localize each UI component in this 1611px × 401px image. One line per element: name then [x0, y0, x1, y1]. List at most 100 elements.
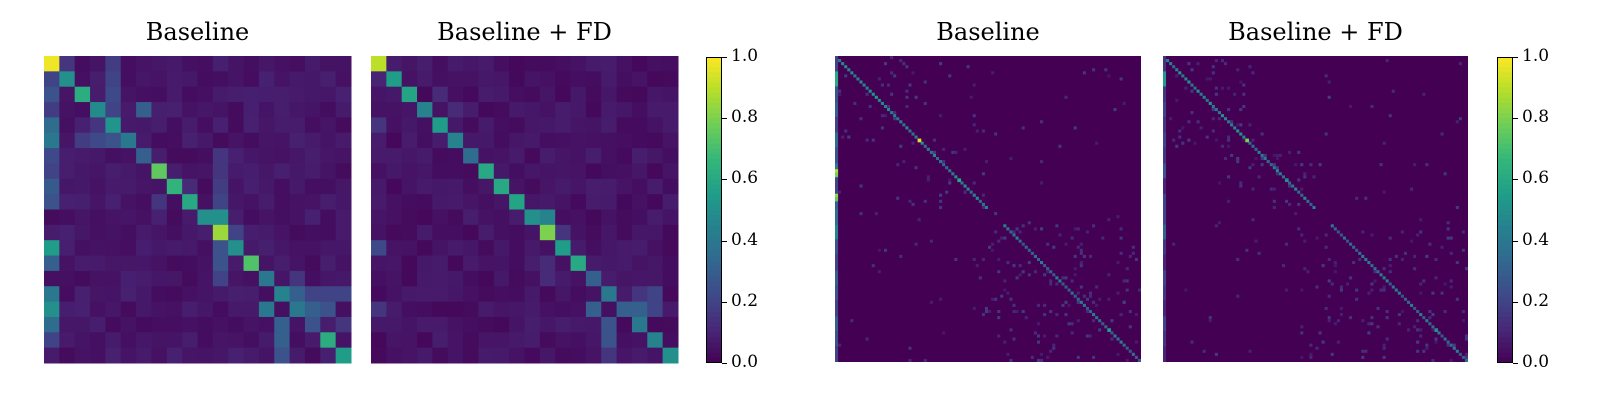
heatmap-cell: [166, 178, 183, 195]
heatmap-cell: [631, 332, 648, 349]
colorbar-segment: [706, 271, 722, 277]
heatmap-cell: [432, 178, 449, 195]
heatmap-cell: [136, 240, 152, 257]
heatmap-cell: [320, 163, 337, 180]
heatmap-cell: [1388, 236, 1392, 240]
heatmap-cell: [478, 163, 495, 180]
heatmap-cell: [1388, 264, 1392, 268]
heatmap-cell: [1288, 184, 1292, 188]
colorbar-segment: [1497, 255, 1513, 262]
heatmap-diagonal-cell: [1052, 273, 1056, 277]
colorbar-segment: [706, 291, 722, 298]
heatmap-cell: [386, 148, 403, 164]
heatmap-cell: [136, 178, 152, 195]
heatmap-cell: [1033, 331, 1037, 335]
heatmap-diagonal-cell: [911, 132, 915, 136]
heatmap-first-column-cell: [835, 101, 839, 118]
heatmap-cell: [1239, 184, 1243, 188]
heatmap-cell: [601, 163, 618, 180]
heatmap-cell: [1300, 233, 1304, 237]
heatmap-cell: [447, 270, 464, 287]
heatmap-cell: [1349, 316, 1353, 320]
heatmap-first-column-cell: [1163, 316, 1167, 332]
colorbar-segment: [706, 189, 722, 196]
heatmap-cell: [908, 83, 912, 87]
heatmap-cell: [997, 316, 1001, 320]
colorbar-segment: [1497, 67, 1513, 73]
heatmap-cell: [289, 347, 306, 364]
heatmap-cell: [1379, 288, 1383, 292]
heatmap-diagonal-cell: [1187, 80, 1191, 84]
heatmap-cell: [601, 347, 618, 364]
heatmap-diagonal-cell: [1416, 309, 1420, 314]
heatmap-cell: [1272, 187, 1276, 191]
heatmap-cell: [386, 102, 403, 118]
heatmap-cell: [1355, 297, 1359, 301]
heatmap-cell: [304, 132, 321, 149]
heatmap-cell: [585, 117, 602, 134]
heatmap-cell: [120, 148, 137, 164]
heatmap-cell: [243, 332, 260, 349]
heatmap-cell: [320, 240, 337, 257]
heatmap-cell: [662, 332, 679, 349]
heatmap-cell: [463, 178, 479, 195]
heatmap-cell: [478, 316, 495, 333]
heatmap-cell: [386, 224, 403, 241]
heatmap-cell: [243, 163, 260, 180]
heatmap-cell: [401, 102, 418, 118]
heatmap-cell: [662, 194, 679, 210]
heatmap-cell: [243, 270, 260, 287]
heatmap-cell: [401, 316, 418, 333]
heatmap-cell: [1070, 279, 1074, 283]
heatmap-cell: [1119, 236, 1123, 240]
heatmap-cell: [601, 286, 618, 303]
heatmap-cell: [463, 240, 479, 257]
heatmap-cell: [228, 316, 245, 333]
heatmap-cell: [1006, 261, 1010, 265]
heatmap-cell: [1227, 144, 1231, 148]
heatmap-cell: [447, 117, 464, 134]
heatmap-cell: [1190, 68, 1194, 72]
heatmap-cell: [432, 194, 449, 210]
colorbar-outline: [1497, 57, 1513, 363]
heatmap-cell: [647, 163, 664, 180]
heatmap-cell: [896, 196, 900, 200]
heatmap-cell: [1119, 313, 1123, 317]
heatmap-cell: [493, 163, 510, 180]
heatmap-cell: [1285, 242, 1289, 246]
heatmap-cell: [212, 71, 229, 88]
heatmap-cell: [432, 255, 449, 272]
heatmap-cell: [304, 178, 321, 195]
heatmap-cell: [954, 150, 958, 154]
heatmap-cell: [432, 209, 449, 226]
heatmap-cell: [1288, 202, 1292, 206]
heatmap-cell: [447, 240, 464, 257]
heatmap-diagonal-cell: [862, 83, 866, 87]
heatmap-cell: [289, 255, 306, 272]
colorbar-segment: [1497, 204, 1513, 211]
heatmap-cell: [432, 102, 449, 118]
heatmap-cell: [212, 255, 229, 272]
heatmap-cell: [1440, 132, 1444, 136]
heatmap-cell: [463, 286, 479, 303]
heatmap-diagonal-cell: [1288, 181, 1292, 185]
heatmap-cell: [1449, 358, 1453, 362]
heatmap-cell: [105, 86, 122, 103]
heatmap-cell: [662, 132, 679, 149]
heatmap-cell: [1355, 288, 1359, 292]
heatmap-cell: [1082, 294, 1086, 298]
heatmap-cell: [182, 178, 198, 195]
heatmap-cell: [401, 71, 418, 88]
heatmap-cell: [1297, 227, 1301, 231]
heatmap-cell: [570, 209, 587, 226]
heatmap-cell: [90, 86, 106, 103]
heatmap-cell: [228, 148, 245, 164]
heatmap-cell: [274, 301, 291, 318]
heatmap-cell: [401, 86, 418, 103]
heatmap-cell: [44, 316, 60, 333]
heatmap-cell: [212, 240, 229, 257]
heatmap-cell: [166, 71, 183, 88]
heatmap-cell: [1260, 156, 1264, 161]
heatmap-cell: [880, 83, 884, 87]
heatmap-cell: [1443, 309, 1447, 314]
